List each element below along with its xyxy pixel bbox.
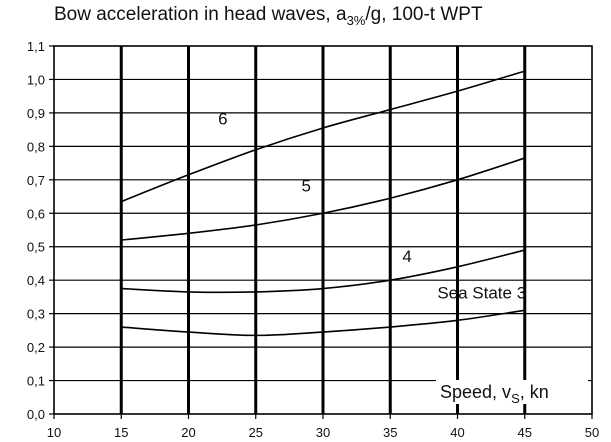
curve-label-6: 6	[218, 110, 227, 129]
x-axis-label-background	[436, 380, 588, 404]
series-line-5	[121, 157, 525, 241]
y-tick-label: 0,3	[27, 307, 45, 322]
y-tick-label: 1,0	[27, 72, 45, 87]
y-tick-label: 0,8	[27, 139, 45, 154]
curve-label-sea-state-3: Sea State 3	[437, 284, 526, 303]
y-tick-label: 0,4	[27, 273, 45, 288]
y-tick-label: 0,7	[27, 173, 45, 188]
y-tick-label: 0,6	[27, 206, 45, 221]
chart-title: Bow acceleration in head waves, a3%/g, 1…	[54, 4, 483, 28]
x-tick-label: 15	[114, 425, 128, 440]
series-line-4	[121, 249, 525, 294]
x-tick-label: 10	[47, 425, 61, 440]
y-tick-label: 0,0	[27, 407, 45, 422]
x-tick-label: 40	[450, 425, 464, 440]
y-tick-label: 0,5	[27, 240, 45, 255]
x-tick-label: 25	[249, 425, 263, 440]
curve-label-4: 4	[402, 247, 411, 266]
x-tick-label: 20	[181, 425, 195, 440]
y-tick-label: 1,1	[27, 39, 45, 54]
x-tick-label: 50	[585, 425, 599, 440]
x-tick-label: 35	[383, 425, 397, 440]
x-tick-label: 45	[518, 425, 532, 440]
x-axis-label: Speed, vS, kn	[440, 382, 549, 406]
y-tick-label: 0,1	[27, 374, 45, 389]
y-tick-label: 0,9	[27, 106, 45, 121]
x-tick-label: 30	[316, 425, 330, 440]
series-line-sea-state-3	[121, 309, 525, 337]
curve-label-5: 5	[301, 177, 310, 196]
y-tick-label: 0,2	[27, 340, 45, 355]
series-line-6	[120, 70, 525, 203]
